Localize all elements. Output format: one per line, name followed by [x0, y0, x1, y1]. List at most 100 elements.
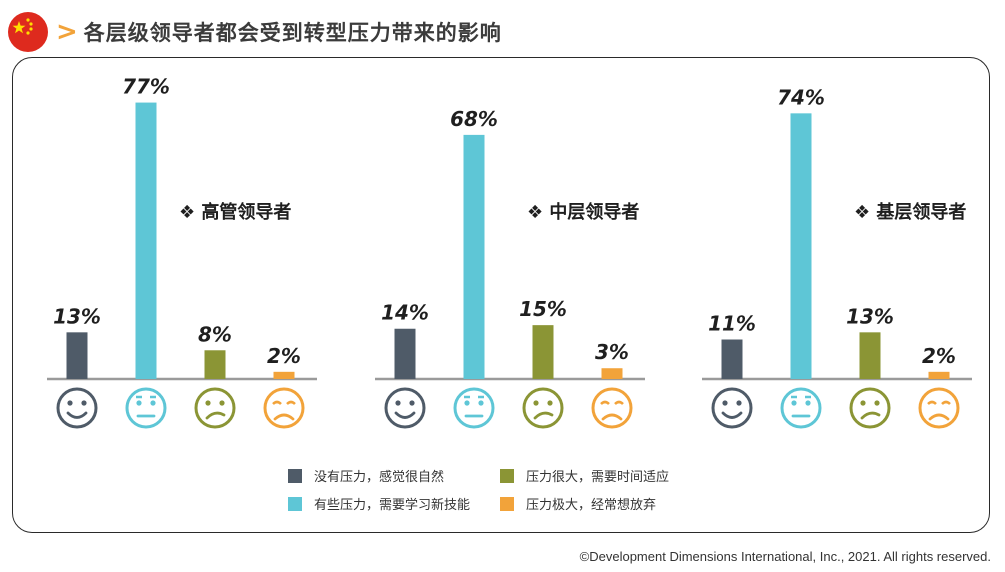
face-eye	[286, 400, 296, 405]
china-flag-icon	[8, 12, 48, 52]
data-label: 11%	[708, 312, 756, 336]
face-outline	[194, 387, 236, 429]
data-label: 14%	[381, 301, 429, 325]
face-mouth	[273, 413, 295, 421]
face-outline	[711, 387, 753, 429]
face-mouth	[66, 411, 88, 419]
bar	[273, 371, 295, 379]
face-eye	[791, 400, 797, 406]
bar	[135, 102, 157, 379]
face-eye	[136, 400, 142, 406]
legend-label: 没有压力，感觉很自然	[314, 470, 445, 485]
face-eye	[722, 400, 728, 406]
face-mouth	[205, 411, 226, 420]
face-outline	[780, 387, 822, 429]
data-label: 15%	[519, 297, 567, 321]
data-label: 13%	[846, 304, 894, 328]
face-mouth	[860, 411, 881, 420]
chart-panel	[12, 57, 990, 533]
face-eye	[874, 400, 880, 406]
face-eye	[547, 400, 553, 406]
face-eye	[533, 400, 539, 406]
face-eye	[600, 400, 610, 405]
bar	[204, 350, 226, 379]
bar	[394, 328, 416, 379]
confused-face-icon	[194, 387, 236, 429]
confused-face-icon	[522, 387, 564, 429]
legend-item-extreme-pressure: 压力极大，经常想放弃	[500, 494, 656, 513]
face-mouth	[601, 413, 623, 421]
face-outline	[56, 387, 98, 429]
bar	[601, 368, 623, 379]
neutral-face-icon	[780, 387, 822, 429]
face-eye	[409, 400, 415, 406]
legend-swatch	[500, 496, 514, 511]
bar	[532, 325, 554, 379]
chevron-right-icon: >	[56, 17, 78, 47]
worried-face-icon	[263, 387, 305, 429]
bar	[463, 134, 485, 379]
legend-item-no-pressure: 没有压力，感觉很自然	[288, 466, 444, 485]
smiling-face-icon	[384, 387, 426, 429]
legend: 没有压力，感觉很自然 压力很大，需要时间适应 有些压力，需要学习新技能 压力极大…	[288, 462, 748, 518]
bar	[859, 332, 881, 379]
legend-swatch	[288, 496, 302, 511]
face-eye	[736, 400, 742, 406]
legend-swatch	[288, 468, 302, 483]
face-eye	[219, 400, 225, 406]
worried-face-icon	[918, 387, 960, 429]
face-eye	[860, 400, 866, 406]
face-outline	[384, 387, 426, 429]
data-label: 3%	[595, 340, 629, 364]
face-mouth	[533, 411, 554, 420]
bar-group: 13% 77% 8% 2% ❖ 高管领导者	[47, 75, 317, 429]
header: > 各层级领导者都会受到转型压力带来的影响	[8, 12, 502, 52]
group-label: ❖ 基层领导者	[854, 201, 966, 223]
face-outline	[591, 387, 633, 429]
face-eye	[150, 400, 156, 406]
face-outline	[125, 387, 167, 429]
face-eye	[927, 400, 937, 405]
bar-group: 14% 68% 15% 3% ❖ 中层领导者	[375, 107, 645, 429]
bar	[928, 371, 950, 379]
worried-face-icon	[591, 387, 633, 429]
face-outline	[263, 387, 305, 429]
legend-label: 有些压力，需要学习新技能	[314, 498, 471, 513]
legend-label: 压力很大，需要时间适应	[526, 470, 670, 485]
bar	[790, 113, 812, 379]
legend-item-some-pressure: 有些压力，需要学习新技能	[288, 494, 470, 513]
face-outline	[453, 387, 495, 429]
bar	[721, 339, 743, 379]
confused-face-icon	[849, 387, 891, 429]
face-outline	[522, 387, 564, 429]
neutral-face-icon	[125, 387, 167, 429]
data-label: 2%	[922, 344, 956, 368]
data-label: 68%	[450, 107, 498, 131]
face-eye	[395, 400, 401, 406]
face-eye	[272, 400, 282, 405]
face-eye	[81, 400, 87, 406]
face-mouth	[928, 413, 950, 421]
legend-swatch	[500, 468, 514, 483]
face-eye	[805, 400, 811, 406]
face-mouth	[394, 411, 416, 419]
data-label: 8%	[198, 322, 232, 346]
face-eye	[478, 400, 484, 406]
bar	[66, 332, 88, 379]
group-label: ❖ 中层领导者	[527, 201, 639, 223]
data-label: 77%	[122, 75, 170, 99]
face-eye	[205, 400, 211, 406]
face-mouth	[721, 411, 743, 419]
face-outline	[918, 387, 960, 429]
data-label: 13%	[53, 304, 101, 328]
face-eye	[464, 400, 470, 406]
neutral-face-icon	[453, 387, 495, 429]
copyright: ©Development Dimensions International, I…	[579, 549, 991, 564]
face-eye	[941, 400, 951, 405]
data-label: 74%	[777, 85, 825, 109]
page-title: 各层级领导者都会受到转型压力带来的影响	[83, 21, 502, 45]
smiling-face-icon	[711, 387, 753, 429]
group-label: ❖ 高管领导者	[179, 201, 291, 223]
bar-group: 11% 74% 13% 2% ❖ 基层领导者	[702, 85, 972, 429]
